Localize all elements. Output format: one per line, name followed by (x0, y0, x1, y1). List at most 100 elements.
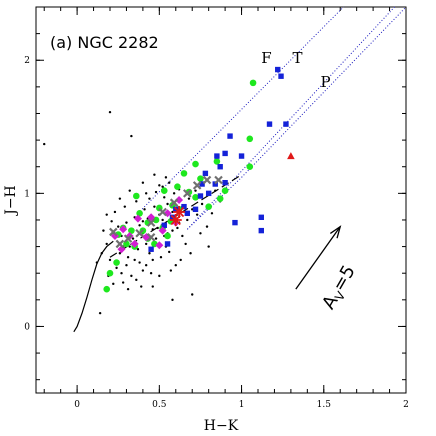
data-point-square (214, 153, 220, 159)
data-point-circle (192, 194, 199, 201)
data-point-dot (191, 293, 194, 296)
y-tick-label: 2 (24, 56, 30, 66)
data-point-dot (108, 110, 112, 114)
data-point-cross (214, 175, 223, 185)
data-point-circle (174, 183, 181, 190)
data-point-circle (249, 79, 257, 87)
data-point-dot (144, 242, 148, 246)
data-point-dot (117, 225, 120, 228)
data-point-dot (161, 218, 164, 222)
data-point-square (212, 181, 218, 187)
data-point-dot (140, 285, 143, 288)
data-point-dot (159, 256, 163, 259)
data-point-dot (135, 200, 138, 203)
data-point-dot (200, 202, 204, 206)
data-point-dot (194, 189, 197, 192)
data-point-dot (128, 189, 131, 192)
data-point-dot (151, 228, 154, 231)
data-points (43, 66, 295, 315)
x-tick-label: 0.5 (152, 400, 167, 410)
data-point-dot (128, 245, 131, 248)
data-point-circle (246, 135, 254, 143)
data-point-dot (131, 237, 135, 240)
data-point-square (258, 227, 264, 234)
data-point-dot (195, 213, 199, 216)
data-point-dot (154, 190, 158, 194)
plot-frame (35, 6, 407, 394)
av-label: AV=5 (318, 262, 361, 314)
x-tick-label: 2 (403, 400, 409, 410)
data-point-dot (214, 189, 217, 192)
data-point-dot (199, 232, 202, 235)
data-point-dot (125, 264, 128, 267)
data-point-triangle (287, 152, 295, 160)
data-point-dot (138, 261, 141, 264)
data-point-dot (136, 248, 140, 251)
data-point-dot (110, 220, 113, 223)
data-point-dot (113, 210, 117, 214)
data-point-square (192, 206, 199, 213)
data-point-cross (146, 232, 156, 242)
data-point-circle (106, 269, 114, 277)
data-point-square (181, 203, 187, 210)
data-point-dot (184, 242, 187, 246)
data-point-dot (138, 224, 141, 227)
data-point-square (184, 210, 190, 217)
data-point-cross (115, 239, 125, 249)
data-point-dot (166, 202, 169, 206)
axis-ticks: 0 0.5 1 1.5 2 0 1 2 (24, 7, 409, 410)
data-point-square (227, 133, 233, 139)
data-point-dot (169, 269, 173, 272)
data-point-square (275, 66, 281, 73)
data-point-dot (141, 181, 145, 184)
data-point-diamond (155, 241, 164, 250)
data-point-dot (153, 173, 156, 176)
data-point-dot (105, 242, 108, 246)
data-point-diamond (130, 239, 139, 248)
band-label-t: T (293, 49, 303, 67)
data-point-diamond (175, 196, 184, 204)
data-point-square (205, 190, 212, 197)
data-point-square (217, 164, 223, 170)
y-axis-label: J−H (3, 185, 19, 217)
data-point-cross (146, 218, 156, 227)
reddening-vector-head (329, 225, 342, 239)
data-point-square (222, 179, 228, 186)
data-point-circle (246, 163, 254, 171)
data-point-dot (205, 225, 209, 228)
data-point-square (199, 181, 205, 187)
data-point-square (283, 121, 289, 127)
data-point-square (266, 121, 273, 127)
band-label-p: P (320, 73, 330, 91)
data-point-dot (141, 269, 145, 272)
data-point-dot (141, 220, 145, 223)
data-point-circle (160, 187, 168, 194)
data-point-dot (125, 221, 128, 224)
data-point-dot (171, 298, 174, 302)
data-point-diamond (158, 226, 167, 235)
data-point-square (222, 150, 228, 157)
data-point-dot (172, 192, 176, 195)
data-point-dot (148, 197, 151, 200)
data-point-dot (158, 184, 161, 187)
data-point-dot (168, 250, 171, 254)
band-label-f: F (261, 49, 271, 67)
data-point-star (169, 213, 182, 226)
dwarf-locus-curve (73, 240, 114, 333)
data-point-dot (126, 287, 130, 291)
reddening-band-line (241, 6, 407, 178)
data-point-star (173, 205, 186, 218)
data-point-square (238, 153, 245, 159)
data-point-dot (148, 252, 151, 255)
reddening-band-base (186, 177, 242, 230)
panel-title: (a) NGC 2282 (50, 33, 159, 52)
data-point-dot (143, 208, 146, 211)
data-point-cross (202, 175, 212, 185)
data-point-dot (189, 252, 192, 255)
data-point-cross (183, 189, 192, 198)
data-point-circle (113, 259, 120, 266)
data-point-square (197, 193, 204, 199)
data-point-dot (105, 213, 108, 216)
data-point-dot (210, 212, 214, 215)
